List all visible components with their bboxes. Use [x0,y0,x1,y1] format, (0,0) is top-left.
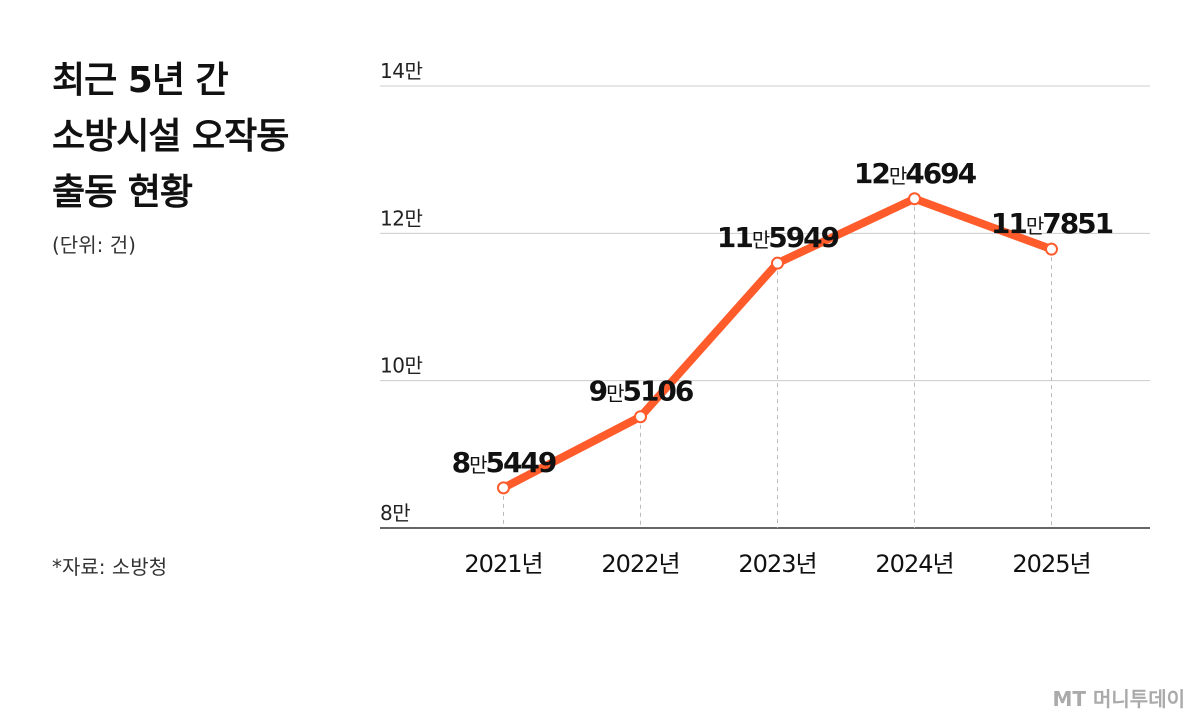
y-tick-label: 8만 [380,501,410,525]
data-label: 8만5449 [452,446,556,479]
x-tick-label: 2021년 [464,550,542,578]
x-tick-label: 2022년 [601,550,679,578]
y-tick-label: 10만 [380,354,422,378]
title-line: 소방시설 오작동 [52,116,288,157]
x-tick-label: 2024년 [875,550,953,578]
point [634,410,647,424]
unit: (단위: 건) [52,233,136,257]
data-label: 9만5106 [589,375,693,408]
point [908,192,921,206]
y-tick-label: 12만 [380,206,422,230]
data-label: 11만5949 [717,221,839,254]
source: *자료: 소방청 [52,555,167,579]
point [771,256,784,270]
y-tick-label: 14만 [380,59,422,83]
logo: MT 머니투데이 [1052,687,1185,711]
x-tick-label: 2025년 [1012,550,1090,578]
x-tick-label: 2023년 [738,550,816,578]
data-label: 12만4694 [854,157,977,190]
point [1045,242,1058,256]
point [497,481,510,495]
title-line: 출동 현황 [52,172,193,213]
data-label: 11만7851 [991,207,1113,240]
title-line: 최근 5년 간 [52,60,228,101]
